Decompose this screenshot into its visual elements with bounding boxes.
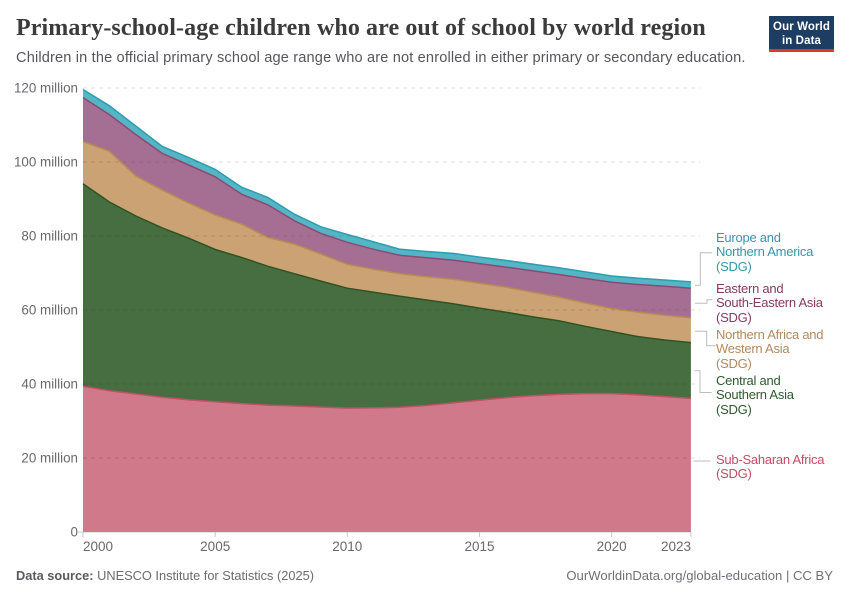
- svg-text:2005: 2005: [200, 539, 230, 554]
- svg-text:40 million: 40 million: [21, 377, 78, 392]
- svg-text:20 million: 20 million: [21, 451, 78, 466]
- svg-text:80 million: 80 million: [21, 229, 78, 244]
- svg-text:0: 0: [71, 525, 78, 540]
- svg-text:2020: 2020: [597, 539, 627, 554]
- svg-text:2000: 2000: [83, 539, 113, 554]
- svg-text:100 million: 100 million: [14, 155, 78, 170]
- svg-text:60 million: 60 million: [21, 303, 78, 318]
- svg-text:120 million: 120 million: [14, 81, 78, 96]
- svg-text:2010: 2010: [332, 539, 362, 554]
- svg-text:2023: 2023: [661, 539, 691, 554]
- svg-text:2015: 2015: [464, 539, 494, 554]
